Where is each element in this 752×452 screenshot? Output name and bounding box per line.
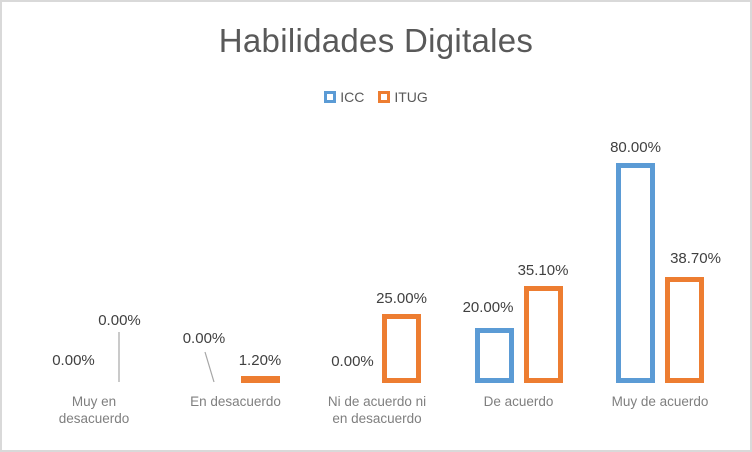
data-label-icc-cat4: 80.00% — [610, 139, 661, 156]
category-label-cat2: Ni de acuerdo ni en desacuerdo — [327, 394, 427, 426]
category-label-cat3: De acuerdo — [483, 394, 554, 409]
chart-title[interactable]: Habilidades Digitales — [218, 22, 534, 59]
legend-label-icc: ICC — [340, 89, 365, 105]
bar-itug-cat4[interactable] — [665, 276, 704, 383]
data-label-itug-cat2: 25.00% — [376, 290, 427, 308]
legend-item-icc[interactable]: ICC — [324, 89, 364, 105]
chart-legend: ICC ITUG — [2, 89, 750, 105]
data-label-itug-cat4: 38.70% — [670, 249, 721, 267]
bar-itug-cat3[interactable] — [523, 286, 563, 383]
itug-series-marker-icon — [378, 91, 391, 103]
bar-icc-cat4[interactable] — [616, 163, 655, 383]
data-label-icc-cat0: 0.00% — [52, 352, 95, 369]
category-label-cat1: En desacuerdo — [190, 394, 281, 409]
category-label-cat4: Muy de acuerdo — [611, 394, 709, 409]
data-label-icc-cat1: 0.00% — [182, 330, 226, 347]
data-label-itug-cat3: 35.10% — [517, 262, 569, 280]
legend-item-itug[interactable]: ITUG — [378, 89, 428, 105]
icc-series-marker-icon — [324, 91, 337, 103]
data-label-itug-cat0: 0.00% — [98, 312, 141, 329]
bar-icc-cat3[interactable] — [474, 328, 514, 383]
bar-itug-cat1[interactable] — [240, 376, 280, 383]
data-label-itug-cat1: 1.20% — [238, 351, 282, 369]
category-label-cat0: Muy en desacuerdo — [58, 394, 130, 426]
data-label-icc-cat3: 20.00% — [462, 299, 514, 316]
data-label-icc-cat2: 0.00% — [331, 353, 374, 370]
bar-itug-cat2[interactable] — [382, 314, 421, 383]
legend-label-itug: ITUG — [394, 89, 428, 105]
